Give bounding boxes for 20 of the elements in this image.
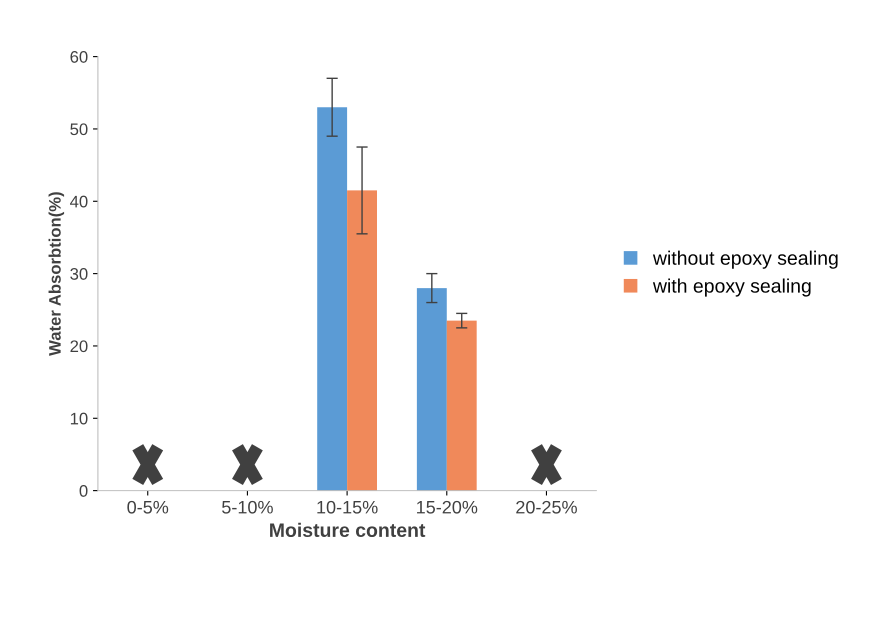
x-tick-label: 5-10%	[222, 500, 273, 514]
y-tick-label: 50	[70, 123, 88, 136]
x-axis-title: Moisture content	[270, 522, 426, 538]
y-tick-label: 10	[70, 412, 88, 424]
legend-label: without epoxy sealing	[652, 250, 838, 269]
y-tick-label: 30	[70, 268, 88, 280]
y-tick-label: 0	[80, 485, 88, 497]
y-axis-title: Water Absorbtion(%)	[48, 192, 64, 356]
x-tick-label: 15-20%	[417, 500, 478, 514]
x-tick-label: 0-5%	[127, 500, 168, 514]
bar	[416, 288, 447, 491]
legend-label: with epoxy sealing	[652, 278, 811, 297]
bar	[446, 320, 477, 491]
bar	[317, 107, 348, 491]
y-tick-label: 40	[70, 196, 88, 208]
y-tick-label: 60	[70, 51, 88, 63]
y-tick-label: 20	[70, 340, 88, 352]
x-tick-label: 10-15%	[317, 500, 378, 514]
x-tick-label: 20-25%	[516, 500, 577, 514]
bar	[347, 190, 378, 491]
